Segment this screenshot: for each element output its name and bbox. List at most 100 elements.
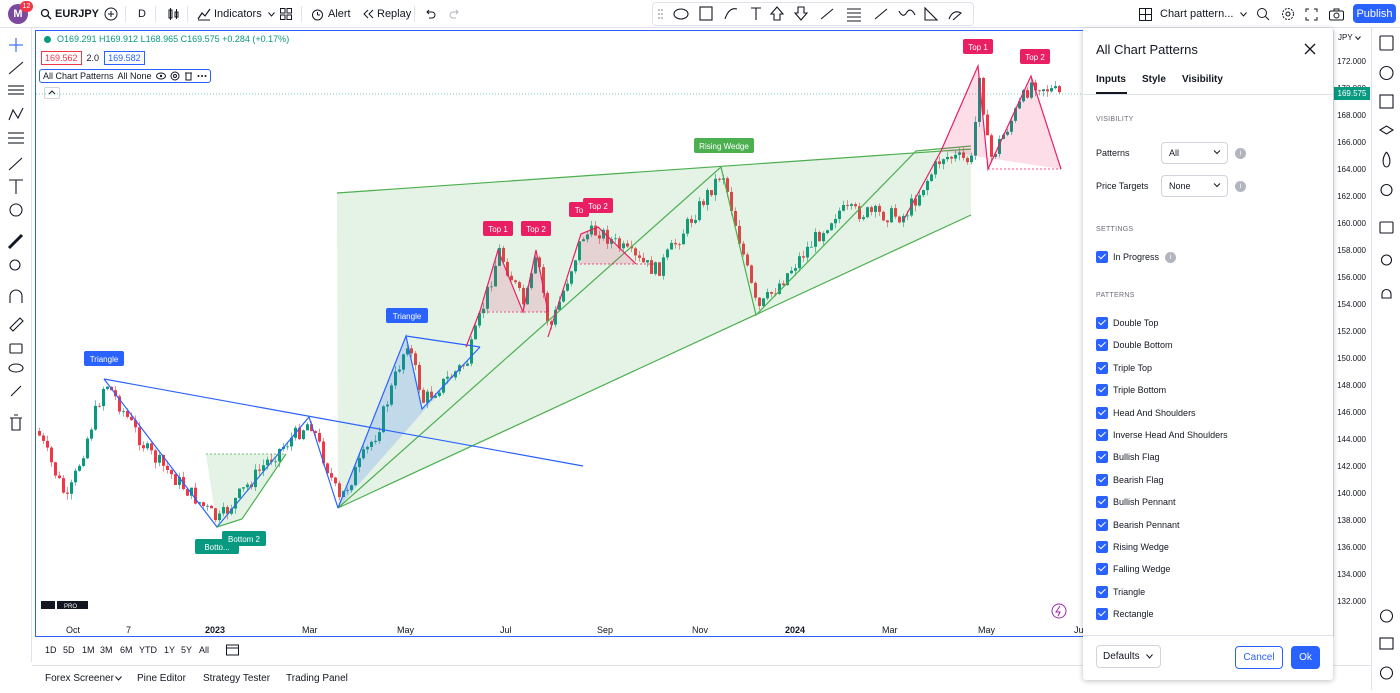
pattern-checkbox-inverse-head-and-shoulders[interactable]: Inverse Head And Shoulders	[1096, 428, 1228, 442]
cancel-button[interactable]: Cancel	[1235, 646, 1283, 669]
more-icon[interactable]	[197, 74, 207, 78]
publish-button[interactable]: Publish	[1353, 4, 1396, 23]
lock-icon	[9, 343, 23, 354]
pattern-label-top1-b: To	[575, 206, 584, 215]
calendar-range-icon[interactable]	[226, 643, 239, 656]
checkbox-checked[interactable]	[1096, 496, 1108, 509]
pattern-label-triangle-1: Triangle	[90, 355, 119, 364]
pattern-checkbox-double-bottom[interactable]: Double Bottom	[1096, 338, 1173, 352]
info-icon[interactable]: i	[1235, 181, 1246, 192]
chevron-down-icon[interactable]	[115, 676, 122, 681]
checkbox-checked[interactable]	[1096, 563, 1108, 576]
tab-style[interactable]: Style	[1142, 74, 1166, 85]
layout-name: Chart pattern...	[1160, 8, 1234, 20]
checkbox-checked[interactable]	[1096, 384, 1108, 397]
collapse-legend-button[interactable]	[44, 87, 60, 99]
pattern-checkbox-head-and-shoulders[interactable]: Head And Shoulders	[1096, 406, 1196, 420]
indicators-button[interactable]: Indicators	[197, 0, 275, 28]
pattern-checkbox-triangle[interactable]: Triangle	[1096, 585, 1145, 599]
tab-strategy-tester[interactable]: Strategy Tester	[203, 673, 271, 684]
pattern-checkbox-bullish-flag[interactable]: Bullish Flag	[1096, 450, 1160, 464]
checkbox-checked[interactable]	[1096, 585, 1108, 598]
timeframe-3m[interactable]: 3M	[100, 645, 113, 655]
pattern-checkbox-bearish-pennant[interactable]: Bearish Pennant	[1096, 518, 1180, 532]
templates-button[interactable]	[280, 0, 292, 28]
timeframe-5d[interactable]: 5D	[63, 645, 75, 655]
chart-canvas[interactable]: Triangle Triangle Botto... Bottom 2 Top …	[36, 31, 1364, 636]
info-icon[interactable]: i	[1165, 251, 1177, 263]
close-icon[interactable]	[1304, 43, 1316, 55]
settings-icon[interactable]	[170, 71, 180, 81]
in-progress-label: In Progress	[1113, 252, 1160, 262]
checkbox-checked[interactable]	[1096, 541, 1108, 553]
checkbox-checked[interactable]	[1096, 451, 1108, 464]
in-progress-checkbox[interactable]: In Progress i	[1096, 250, 1177, 264]
crosshair-icon	[9, 38, 23, 52]
pattern-checkbox-double-top[interactable]: Double Top	[1096, 316, 1158, 330]
price-targets-select[interactable]: None	[1161, 175, 1228, 197]
time-tick-label: May	[978, 625, 996, 635]
undo-button[interactable]	[424, 0, 436, 28]
checkbox-checked[interactable]	[1096, 317, 1108, 329]
checkbox-checked[interactable]	[1096, 429, 1108, 441]
checkbox-checked[interactable]	[1096, 473, 1108, 486]
checkbox-checked[interactable]	[1096, 251, 1108, 263]
checkbox-checked[interactable]	[1096, 406, 1108, 419]
patterns-select[interactable]: All	[1161, 142, 1228, 164]
trend-line-tool-icon	[8, 61, 24, 75]
pattern-checkbox-falling-wedge[interactable]: Falling Wedge	[1096, 562, 1170, 576]
timeframe-all[interactable]: All	[199, 645, 210, 655]
grid-icon	[280, 8, 292, 20]
tab-inputs[interactable]: Inputs	[1096, 74, 1126, 85]
price-axis[interactable]: JPY 172.000170.000168.000166.000164.0001…	[1333, 30, 1370, 637]
timeframe-ytd[interactable]: YTD	[139, 645, 157, 655]
indicator-legend[interactable]: All Chart Patterns All None	[39, 69, 211, 83]
tab-forex-screener[interactable]: Forex Screener	[45, 673, 114, 684]
timeframe-1m[interactable]: 1M	[82, 645, 95, 655]
interval-button[interactable]: D	[138, 8, 146, 20]
layout-button[interactable]: Chart pattern...	[1139, 0, 1248, 28]
settings-button[interactable]	[1281, 0, 1295, 28]
tab-pine-editor[interactable]: Pine Editor	[137, 673, 186, 684]
pattern-checkbox-rising-wedge[interactable]: Rising Wedge	[1096, 540, 1169, 554]
alert-button[interactable]: Alert	[311, 0, 351, 28]
checkbox-checked[interactable]	[1096, 518, 1108, 531]
timeframe-6m[interactable]: 6M	[120, 645, 133, 655]
timeframe-1y[interactable]: 1Y	[164, 645, 176, 655]
chart-pane[interactable]: Triangle Triangle Botto... Bottom 2 Top …	[35, 30, 1365, 637]
timeframe-5y[interactable]: 5Y	[181, 645, 193, 655]
eye-icon[interactable]	[155, 72, 166, 80]
tab-visibility[interactable]: Visibility	[1182, 74, 1223, 85]
pattern-checkbox-triple-bottom[interactable]: Triple Bottom	[1096, 383, 1166, 397]
time-tick-label: Nov	[692, 625, 709, 635]
symbol-search-button[interactable]: EURJPY	[40, 0, 99, 28]
pattern-checkbox-rectangle[interactable]: Rectangle	[1096, 607, 1154, 621]
defaults-button[interactable]: Defaults	[1096, 645, 1161, 668]
pattern-checkbox-triple-top[interactable]: Triple Top	[1096, 361, 1152, 375]
redo-button[interactable]	[449, 0, 461, 28]
chart-type-button[interactable]	[166, 0, 180, 28]
pattern-checkbox-bearish-flag[interactable]: Bearish Flag	[1096, 473, 1164, 487]
camera-icon	[1329, 8, 1344, 20]
tab-trading-panel[interactable]: Trading Panel	[286, 673, 348, 684]
info-icon[interactable]: i	[1235, 148, 1246, 159]
pattern-checkbox-bullish-pennant[interactable]: Bullish Pennant	[1096, 495, 1176, 509]
trash-icon[interactable]	[184, 71, 193, 81]
snapshot-button[interactable]	[1329, 0, 1344, 28]
fullscreen-button[interactable]	[1305, 0, 1318, 28]
quick-search-button[interactable]	[1256, 0, 1270, 28]
checkbox-checked[interactable]	[1096, 339, 1108, 352]
lightning-icon[interactable]	[1051, 603, 1067, 619]
replay-button[interactable]: Replay	[362, 0, 411, 28]
time-tick-label: May	[397, 625, 415, 635]
redo-icon	[449, 9, 459, 19]
compare-button[interactable]	[104, 0, 118, 28]
checkbox-checked[interactable]	[1096, 608, 1108, 621]
timeframe-1d[interactable]: 1D	[45, 645, 57, 655]
currency-label[interactable]: JPY	[1338, 33, 1361, 42]
ok-button[interactable]: Ok	[1291, 646, 1320, 669]
ask-price[interactable]: 169.582	[104, 51, 145, 65]
checkbox-checked[interactable]	[1096, 361, 1108, 374]
bid-price[interactable]: 169.562	[41, 51, 82, 65]
pattern-drawings	[103, 63, 1062, 528]
